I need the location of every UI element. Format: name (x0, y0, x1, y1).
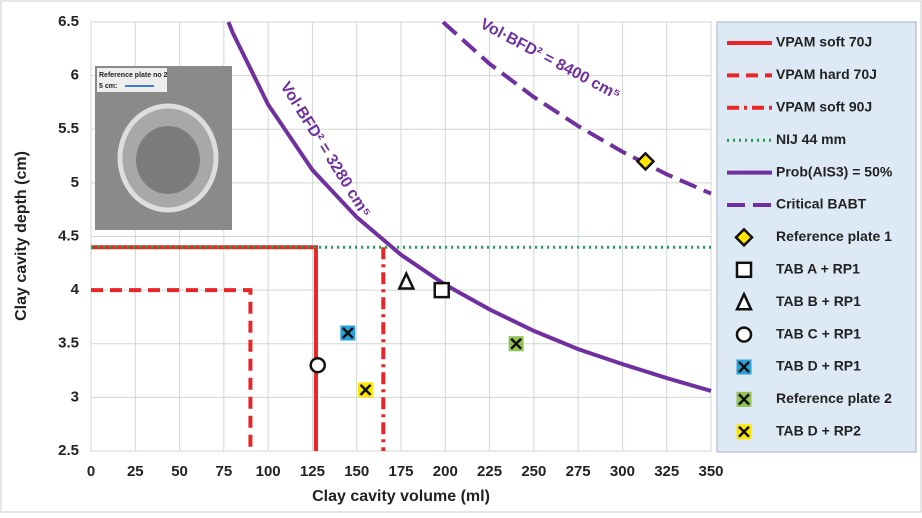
legend-marker (737, 263, 751, 277)
x-tick-label: 325 (654, 463, 679, 480)
x-tick-label: 300 (610, 463, 635, 480)
y-tick-label: 3 (71, 388, 79, 405)
legend-label: TAB D + RP2 (776, 423, 861, 439)
marker (341, 326, 355, 340)
legend-label: TAB D + RP1 (776, 358, 861, 374)
x-tick-label: 175 (388, 463, 413, 480)
photo-scale: 5 cm: (99, 83, 117, 90)
chart: Clay cavity volume (ml) Clay cavity dept… (0, 0, 922, 513)
y-axis-title: Clay cavity depth (cm) (13, 151, 30, 321)
y-tick-label: 6 (71, 67, 79, 84)
legend-label: Reference plate 1 (776, 228, 892, 244)
photo-label: Reference plate no 2 (99, 72, 168, 79)
marker-shape (311, 358, 325, 372)
y-tick-label: 6.5 (58, 13, 79, 30)
x-tick-label: 25 (127, 463, 144, 480)
x-tick-label: 200 (433, 463, 458, 480)
legend-marker (737, 425, 751, 439)
marker (359, 383, 373, 397)
x-tick-label: 275 (566, 463, 591, 480)
marker (311, 358, 325, 372)
marker-shape (737, 263, 751, 277)
marker (435, 283, 449, 297)
y-tick-label: 4.5 (58, 227, 79, 244)
x-tick-label: 50 (171, 463, 188, 480)
legend-label: VPAM hard 70J (776, 66, 877, 82)
x-axis-title: Clay cavity volume (ml) (312, 488, 490, 505)
legend-label: VPAM soft 90J (776, 99, 872, 115)
x-tick-label: 250 (521, 463, 546, 480)
legend-marker (737, 392, 751, 406)
y-tick-label: 4 (71, 281, 80, 298)
x-tick-label: 125 (300, 463, 325, 480)
inset-photo: Reference plate no 2 5 cm: (95, 66, 232, 230)
marker-shape (435, 283, 449, 297)
legend-label: NIJ 44 mm (776, 131, 846, 147)
marker-shape (737, 328, 751, 342)
x-tick-label: 0 (87, 463, 95, 480)
crater-inner (136, 126, 200, 194)
legend-label: Prob(AIS3) = 50% (776, 163, 893, 179)
legend-label: TAB B + RP1 (776, 293, 861, 309)
legend-label: TAB C + RP1 (776, 325, 861, 341)
x-tick-label: 100 (256, 463, 281, 480)
legend-label: TAB A + RP1 (776, 261, 860, 277)
legend-label: VPAM soft 70J (776, 34, 872, 50)
x-tick-label: 225 (477, 463, 502, 480)
x-tick-label: 150 (344, 463, 369, 480)
legend-marker (737, 360, 751, 374)
y-tick-label: 5 (71, 174, 79, 191)
x-tick-label: 75 (216, 463, 233, 480)
legend-label: Reference plate 2 (776, 390, 892, 406)
legend-marker (737, 328, 751, 342)
y-tick-label: 3.5 (58, 335, 79, 352)
marker (509, 337, 523, 351)
y-tick-label: 2.5 (58, 442, 79, 459)
x-tick-label: 350 (698, 463, 723, 480)
legend-label: Critical BABT (776, 196, 867, 212)
y-tick-label: 5.5 (58, 120, 79, 137)
